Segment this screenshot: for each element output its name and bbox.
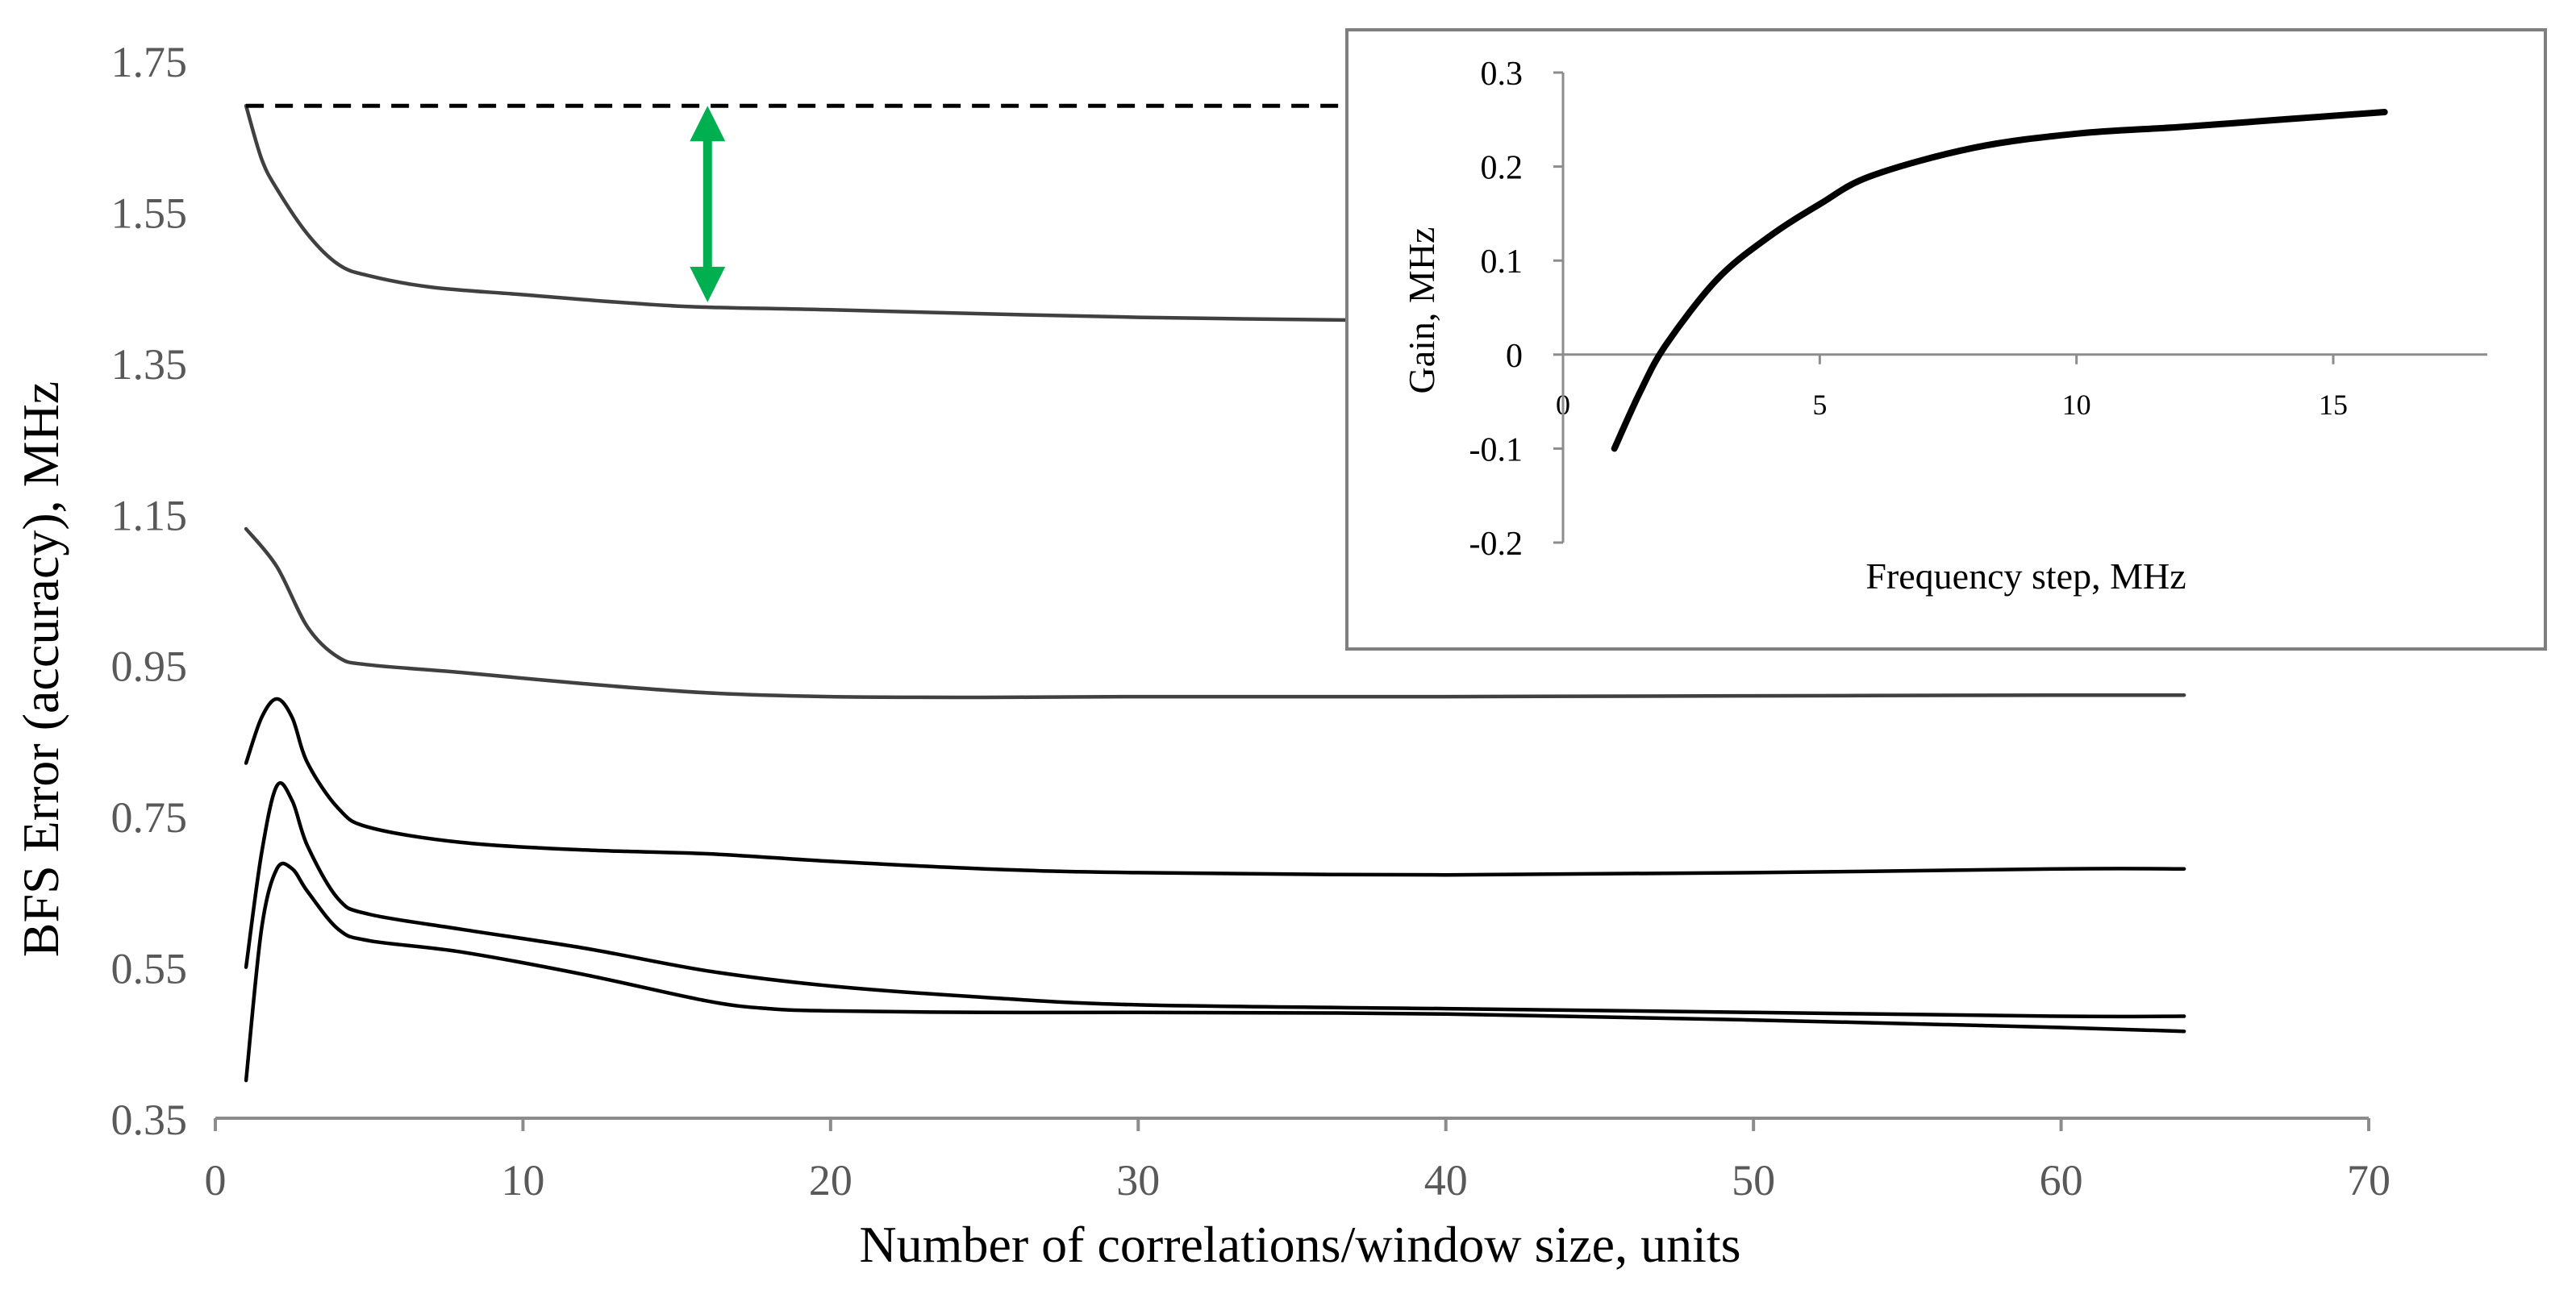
inset-y-tick-label: 0 xyxy=(1506,338,1523,375)
inset-y-axis-label: Gain, MHz xyxy=(1401,227,1442,394)
main-plot: 0.350.550.750.951.151.351.551.75 0 10 20 30… xyxy=(12,38,2391,1273)
inset-y-tick-label: 0.3 xyxy=(1481,56,1524,93)
inset-x-tick-label: 15 xyxy=(2319,389,2348,421)
main-y-axis-label: BFS Error (accuracy), MHz xyxy=(12,381,69,957)
gain-arrow xyxy=(690,106,726,302)
inset-y-tick-label: -0.2 xyxy=(1469,526,1524,563)
main-x-tick-label: 50 xyxy=(1732,1156,1775,1204)
inset-y-tick-label: 0.1 xyxy=(1481,243,1524,281)
inset-x-tick-label: 10 xyxy=(2062,389,2091,421)
main-y-tick-label: 0.35 xyxy=(111,1096,188,1144)
inset-x-axis-label: Frequency step, MHz xyxy=(1865,555,2186,597)
main-series-line-series-4 xyxy=(244,780,2186,1019)
main-series-line-series-5 xyxy=(244,861,2186,1083)
main-y-tick-label: 1.75 xyxy=(111,38,188,86)
main-x-tick-label: 70 xyxy=(2347,1156,2391,1204)
inset-x-tick-labels: 051015 xyxy=(1556,389,2348,421)
inset-tick-marks xyxy=(1553,71,2335,544)
inset-series-line-gain xyxy=(1611,109,2388,452)
main-y-tick-label: 1.55 xyxy=(111,189,188,237)
gain-arrow-head-top xyxy=(690,106,726,142)
main-x-tick-label: 10 xyxy=(501,1156,544,1204)
main-y-tick-label: 0.75 xyxy=(111,793,188,842)
main-x-tick-marks xyxy=(214,1118,2370,1131)
main-series-group xyxy=(244,103,2186,1083)
main-series-line-series-3 xyxy=(244,697,2186,877)
main-y-tick-label: 1.15 xyxy=(111,491,188,539)
main-y-tick-label: 1.35 xyxy=(111,340,188,389)
main-x-tick-label: 20 xyxy=(809,1156,852,1204)
gain-arrow-head-bottom xyxy=(690,266,726,302)
main-series-line-series-2 xyxy=(244,526,2186,700)
main-x-tick-label: 0 xyxy=(205,1156,227,1204)
main-y-tick-label: 0.55 xyxy=(111,945,188,993)
inset-frame xyxy=(1345,28,2547,651)
inset-chart: -0.2 -0.1 0 0.1 0.2 0.3 0 5 10 15 Frequency step… xyxy=(1345,28,2547,651)
inset-y-tick-labels: -0.2 -0.1 0 0.1 0.2 0.3 xyxy=(1469,56,1524,563)
inset-x-tick-label: 5 xyxy=(1812,389,1827,421)
inset-y-tick-label: 0.2 xyxy=(1481,150,1524,187)
inset-series-group xyxy=(1611,109,2388,452)
main-y-tick-labels: 0.35 0.55 0.75 0.95 1.15 1.35 1.55 1.75 xyxy=(111,38,188,1144)
main-series-line-series-1 xyxy=(244,103,1694,327)
main-x-axis-label: Number of correlations/window size, unit… xyxy=(859,1216,1740,1273)
inset-y-tick-label: -0.1 xyxy=(1469,431,1524,468)
main-x-tick-label: 30 xyxy=(1116,1156,1160,1204)
main-x-tick-labels: 0 10 20 30 40 50 60 70 xyxy=(205,1156,2391,1204)
main-x-tick-label: 40 xyxy=(1424,1156,1468,1204)
main-y-tick-label: 0.95 xyxy=(111,643,188,691)
main-x-tick-label: 60 xyxy=(2040,1156,2083,1204)
